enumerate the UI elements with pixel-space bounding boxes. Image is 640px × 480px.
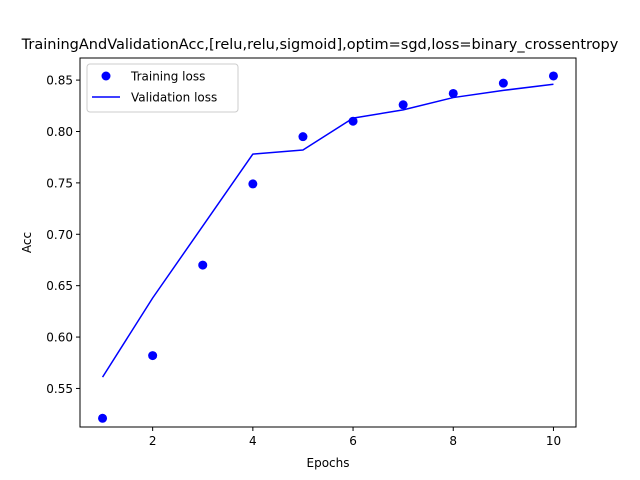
y-axis-label: Acc (20, 232, 34, 253)
x-tick-label: 8 (449, 434, 457, 448)
y-tick-label: 0.65 (46, 279, 73, 293)
data-point-training-loss (498, 78, 508, 88)
legend-marker-training (101, 71, 111, 81)
y-tick-label: 0.70 (46, 228, 73, 242)
x-axis: 2 4 6 8 10 (149, 427, 561, 448)
plot-frame (79, 57, 577, 428)
legend-label-validation: Validation loss (131, 91, 217, 105)
y-tick-label: 0.85 (46, 74, 73, 88)
series-layer (98, 71, 558, 423)
data-point-training-loss (148, 351, 158, 361)
series-line-validation-loss (101, 83, 554, 378)
x-axis-label: Epochs (307, 456, 350, 470)
x-tick-label: 10 (546, 434, 561, 448)
data-point-training-loss (298, 132, 308, 142)
plot-area (80, 58, 576, 427)
data-point-training-loss (448, 88, 458, 98)
y-axis: 0.55 0.60 0.65 0.70 0.75 0.80 0.85 (46, 74, 80, 396)
data-point-training-loss (398, 100, 408, 110)
data-point-training-loss (98, 413, 108, 423)
legend-label-training: Training loss (130, 70, 205, 84)
x-tick-label: 2 (149, 434, 157, 448)
x-tick-label: 4 (249, 434, 257, 448)
data-point-training-loss (548, 71, 558, 81)
legend-box (86, 63, 239, 113)
y-tick-label: 0.75 (46, 176, 73, 190)
y-tick-label: 0.60 (46, 331, 73, 345)
chart-title: TrainingAndValidationAcc,[relu,relu,sigm… (21, 37, 619, 53)
data-point-training-loss (198, 260, 208, 270)
y-tick-label: 0.55 (46, 382, 73, 396)
legend: Training loss Validation loss (86, 63, 239, 113)
data-point-training-loss (248, 179, 258, 189)
x-tick-label: 6 (349, 434, 357, 448)
y-tick-label: 0.80 (46, 125, 73, 139)
plot-background (80, 58, 576, 427)
